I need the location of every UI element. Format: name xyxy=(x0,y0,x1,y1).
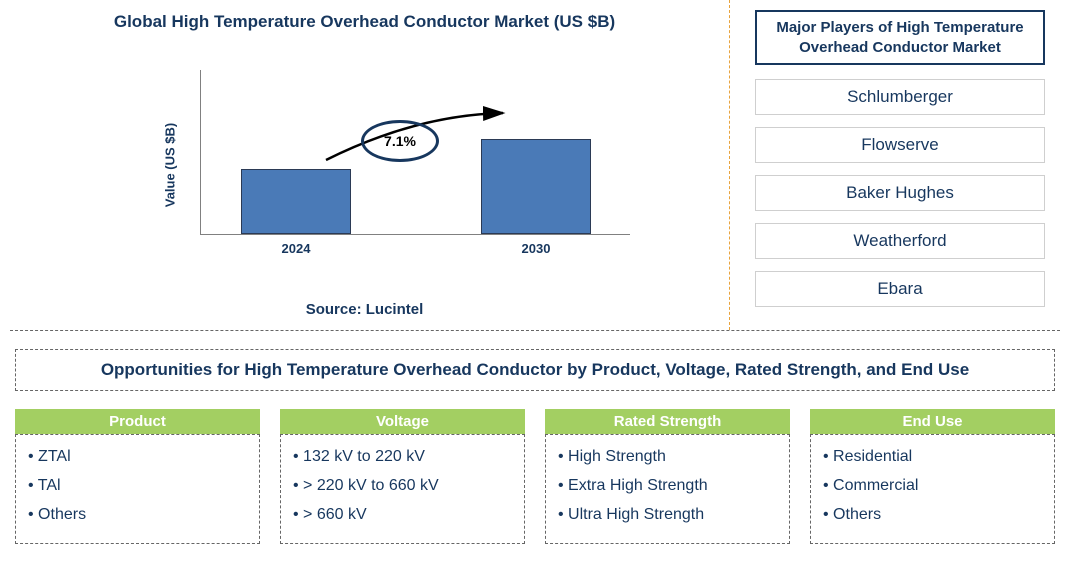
source-prefix: Source: xyxy=(306,301,362,318)
category-item: TAl xyxy=(28,472,247,501)
chart-title: Global High Temperature Overhead Conduct… xyxy=(0,0,729,32)
player-row: Baker Hughes xyxy=(755,175,1045,211)
x-tick-label: 2024 xyxy=(241,241,351,256)
category-header: Product xyxy=(15,409,260,434)
y-axis-label: Value (US $B) xyxy=(163,123,178,208)
category-item: ZTAl xyxy=(28,443,247,472)
chart-area: Global High Temperature Overhead Conduct… xyxy=(0,0,730,330)
category-item: 132 kV to 220 kV xyxy=(293,443,512,472)
bar-chart: Value (US $B) 7.1% 20242030 xyxy=(200,70,630,260)
opportunities-title: Opportunities for High Temperature Overh… xyxy=(15,349,1055,391)
player-row: Schlumberger xyxy=(755,79,1045,115)
player-row: Flowserve xyxy=(755,127,1045,163)
players-title: Major Players of High Temperature Overhe… xyxy=(755,10,1045,65)
player-row: Ebara xyxy=(755,271,1045,307)
category-item: Commercial xyxy=(823,472,1042,501)
category-item: Ultra High Strength xyxy=(558,501,777,530)
category-column: ProductZTAlTAlOthers xyxy=(15,409,260,544)
cagr-value: 7.1% xyxy=(384,133,416,149)
category-item: > 220 kV to 660 kV xyxy=(293,472,512,501)
category-item: High Strength xyxy=(558,443,777,472)
category-header: Rated Strength xyxy=(545,409,790,434)
category-item: Residential xyxy=(823,443,1042,472)
category-header: End Use xyxy=(810,409,1055,434)
category-column: Rated StrengthHigh StrengthExtra High St… xyxy=(545,409,790,544)
category-body: High StrengthExtra High StrengthUltra Hi… xyxy=(545,434,790,544)
player-row: Weatherford xyxy=(755,223,1045,259)
top-section: Global High Temperature Overhead Conduct… xyxy=(0,0,1070,330)
category-body: ZTAlTAlOthers xyxy=(15,434,260,544)
category-body: ResidentialCommercialOthers xyxy=(810,434,1055,544)
category-body: 132 kV to 220 kV> 220 kV to 660 kV> 660 … xyxy=(280,434,525,544)
category-item: Extra High Strength xyxy=(558,472,777,501)
cagr-badge: 7.1% xyxy=(361,120,439,162)
category-item: Others xyxy=(823,501,1042,530)
source-name: Lucintel xyxy=(366,301,424,318)
category-header: Voltage xyxy=(280,409,525,434)
major-players-panel: Major Players of High Temperature Overhe… xyxy=(730,0,1070,330)
source-label: Source: Lucintel xyxy=(0,301,729,318)
category-item: > 660 kV xyxy=(293,501,512,530)
chart-bar xyxy=(481,139,591,234)
x-tick-label: 2030 xyxy=(481,241,591,256)
chart-bar xyxy=(241,169,351,234)
category-item: Others xyxy=(28,501,247,530)
category-column: End UseResidentialCommercialOthers xyxy=(810,409,1055,544)
categories-row: ProductZTAlTAlOthersVoltage132 kV to 220… xyxy=(0,409,1070,544)
section-divider xyxy=(10,330,1060,331)
chart-plot: 7.1% 20242030 xyxy=(200,70,630,235)
category-column: Voltage132 kV to 220 kV> 220 kV to 660 k… xyxy=(280,409,525,544)
